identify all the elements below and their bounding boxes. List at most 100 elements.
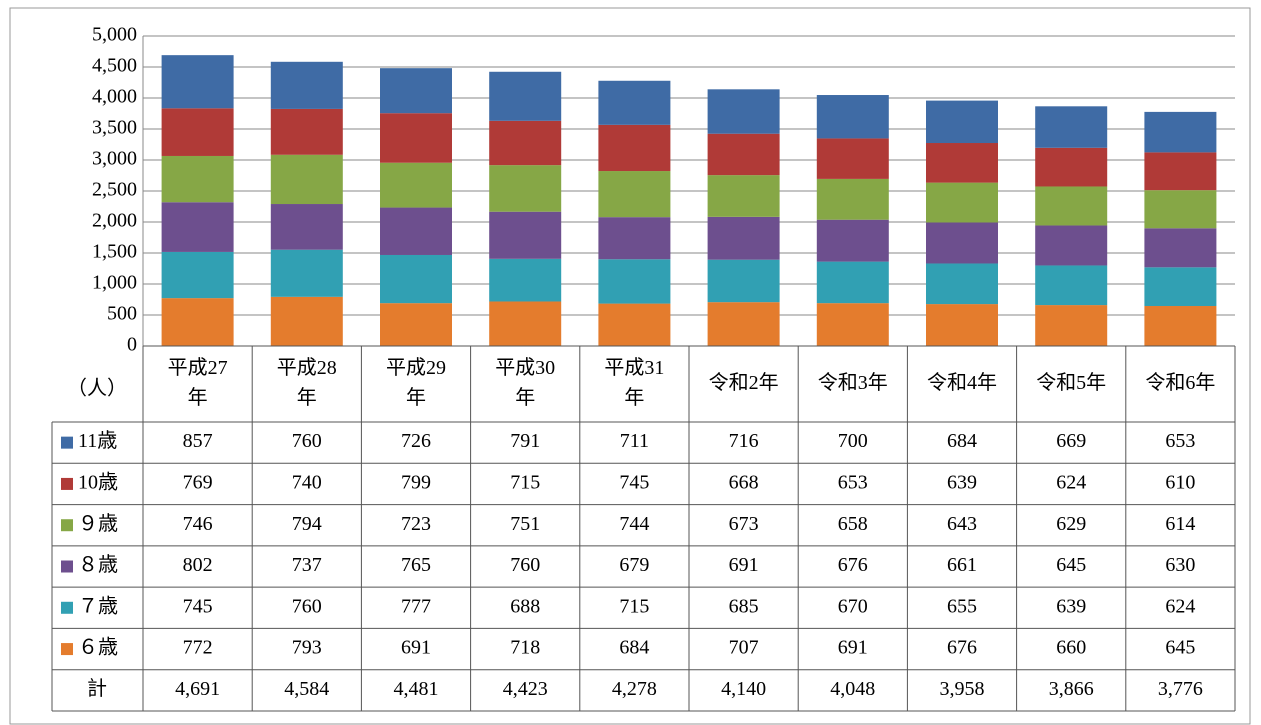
bar-segment <box>380 162 452 208</box>
bar-segment <box>270 249 343 297</box>
bar-segment <box>1035 225 1108 266</box>
table-cell: 740 <box>292 472 322 494</box>
bar-segment <box>380 113 452 163</box>
legend-label: ７歳 <box>78 594 118 617</box>
table-cell: 610 <box>1165 472 1195 494</box>
frame <box>9 7 1251 725</box>
table-cell: 745 <box>183 595 213 617</box>
bar-segment <box>1035 106 1108 148</box>
table-cell: 769 <box>183 472 213 494</box>
table-cell: 744 <box>619 513 649 535</box>
legend-swatch <box>61 519 73 532</box>
table-cell: 668 <box>729 472 759 494</box>
bar-segment <box>380 68 452 114</box>
table-cell: 760 <box>292 595 322 617</box>
table-cell: 629 <box>1056 513 1086 535</box>
table-cell: 793 <box>292 637 322 659</box>
bar-segment <box>598 303 671 346</box>
table-cell: 661 <box>947 554 977 576</box>
table-cell: 673 <box>729 513 759 535</box>
bar-segment <box>161 251 234 299</box>
bar-segment <box>380 254 452 304</box>
legend-swatch <box>61 601 73 614</box>
y-tick-label: 5,000 <box>92 24 137 46</box>
table-cell: 624 <box>1165 595 1195 617</box>
bar-segment <box>489 211 562 259</box>
y-tick-label: 500 <box>107 303 137 325</box>
bar-segment <box>161 155 234 203</box>
x-tick-label: 令和5年 <box>1036 371 1106 394</box>
table-cell: 765 <box>401 554 431 576</box>
table-cell: 4,140 <box>721 678 766 700</box>
bar-segment <box>489 301 562 346</box>
table-cell: 645 <box>1165 637 1195 659</box>
x-tick-label: 平成29 年 <box>386 356 446 409</box>
table-cell: 700 <box>838 430 868 452</box>
table-cell: 4,481 <box>394 678 439 700</box>
bar-segment <box>270 154 343 205</box>
bar-segment <box>816 138 889 179</box>
bar-segment <box>270 296 343 346</box>
bar-segment <box>1035 265 1108 306</box>
legend-swatch <box>61 436 73 449</box>
table-cell: 643 <box>947 513 977 535</box>
table-cell: 653 <box>1165 430 1195 452</box>
bar-segment <box>1144 228 1217 268</box>
y-tick-label: 4,500 <box>92 55 137 77</box>
bar-segment <box>489 258 562 302</box>
table-cell: 4,048 <box>830 678 875 700</box>
bar-segment <box>707 216 780 260</box>
legend-label: ８歳 <box>78 553 118 576</box>
bar-segment <box>926 100 998 144</box>
table-cell: 745 <box>619 472 649 494</box>
table-cell: 4,584 <box>284 678 329 700</box>
x-tick-label: 令和6年 <box>1145 371 1215 394</box>
table-cell: 688 <box>510 595 540 617</box>
x-tick-label: 平成28 年 <box>277 356 337 409</box>
bar-segment <box>1144 306 1217 346</box>
x-tick-label: 令和3年 <box>818 371 888 394</box>
bar-segment <box>1144 267 1217 307</box>
bar-segment <box>816 261 889 304</box>
table-cell: 624 <box>1056 472 1086 494</box>
bar-segment <box>816 95 889 139</box>
table-cell: 3,866 <box>1049 678 1094 700</box>
bar-segment <box>707 133 780 176</box>
bar-segment <box>489 71 562 121</box>
bar-segment <box>161 202 234 252</box>
table-cell: 614 <box>1165 513 1195 535</box>
bar-segment <box>598 124 671 172</box>
bar-segment <box>270 108 343 155</box>
table-cell: 679 <box>619 554 649 576</box>
table-cell: 639 <box>947 472 977 494</box>
table-cell: 715 <box>510 472 540 494</box>
bar-segment <box>598 217 671 260</box>
legend-swatch <box>61 643 73 656</box>
bar-segment <box>598 171 671 218</box>
table-cell: 685 <box>729 595 759 617</box>
table-cell: 760 <box>510 554 540 576</box>
bar-segment <box>816 303 889 346</box>
y-tick-label: 2,000 <box>92 210 137 232</box>
bar-segment <box>270 204 343 250</box>
y-tick-label: 3,000 <box>92 148 137 170</box>
table-cell: 715 <box>619 595 649 617</box>
bar-segment <box>598 259 671 304</box>
table-cell: 760 <box>292 430 322 452</box>
bar-segment <box>489 120 562 166</box>
table-cell: 645 <box>1056 554 1086 576</box>
y-tick-label: 0 <box>127 334 137 356</box>
x-tick-label: 平成30 年 <box>495 356 555 409</box>
bar-segment <box>270 61 343 109</box>
bar-segment <box>1035 305 1108 346</box>
table-cell: 799 <box>401 472 431 494</box>
legend-label: ９歳 <box>78 512 118 535</box>
y-tick-label: 4,000 <box>92 86 137 108</box>
bar-segment <box>816 178 889 220</box>
bar-segment <box>707 89 780 134</box>
y-tick-label: 3,500 <box>92 117 137 139</box>
legend-swatch <box>61 477 73 490</box>
legend-label: ６歳 <box>78 636 118 659</box>
table-cell: 653 <box>838 472 868 494</box>
bar-segment <box>1144 152 1217 191</box>
